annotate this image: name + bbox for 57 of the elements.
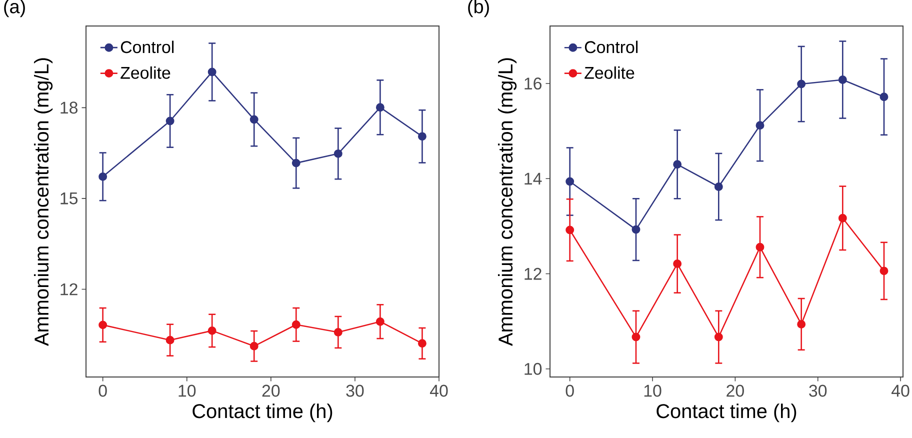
y-tick-label: 14 — [524, 172, 542, 184]
point — [166, 336, 174, 344]
point — [797, 80, 806, 88]
y-axis-title: Ammonium concentration (mg/L) — [498, 58, 517, 346]
point — [98, 172, 108, 181]
point — [98, 320, 108, 330]
y-tick-label: 10 — [524, 362, 542, 375]
point — [838, 75, 847, 84]
legend-label: Zeolite — [120, 66, 170, 79]
point — [418, 339, 426, 348]
point — [292, 158, 300, 168]
point — [292, 320, 300, 329]
legend-label: Control — [120, 40, 174, 54]
x-axis-title: Contact time (h) — [192, 404, 332, 422]
point — [566, 177, 574, 186]
point — [208, 326, 216, 335]
x-tick-label: 0 — [566, 384, 574, 397]
point — [838, 214, 847, 222]
y-tick-label: 12 — [524, 268, 542, 280]
point — [756, 121, 764, 130]
x-tick-label: 30 — [346, 384, 364, 397]
x-tick-label: 10 — [178, 384, 196, 397]
point — [566, 226, 574, 234]
y-tick-label: 15 — [60, 192, 78, 204]
point — [250, 115, 258, 124]
point — [673, 260, 682, 268]
point — [376, 103, 384, 112]
x-tick-label: 10 — [644, 384, 662, 397]
x-axis-title: Contact time (h) — [656, 404, 796, 422]
point — [714, 332, 723, 342]
point — [880, 92, 888, 102]
point — [714, 182, 723, 191]
x-tick-label: 40 — [430, 384, 448, 397]
y-tick-label: 18 — [60, 102, 78, 114]
x-tick-label: 0 — [98, 384, 107, 397]
y-tick-label: 16 — [524, 78, 542, 90]
point — [376, 317, 384, 326]
point — [334, 328, 342, 336]
point — [334, 149, 342, 158]
point — [756, 242, 764, 252]
point — [880, 266, 888, 276]
legend-label: Zeolite — [584, 66, 634, 79]
point — [208, 68, 216, 76]
y-axis-title: Ammonium concentration (mg/L) — [34, 58, 53, 346]
x-tick-label: 20 — [726, 384, 744, 397]
x-tick-label: 40 — [892, 384, 910, 397]
x-tick-label: 30 — [809, 384, 827, 397]
legend-label: Control — [584, 40, 638, 54]
y-tick-label: 12 — [60, 283, 78, 296]
point — [673, 160, 682, 169]
point — [632, 332, 640, 342]
point — [418, 132, 426, 141]
point — [250, 342, 258, 350]
point — [166, 116, 174, 126]
point — [632, 225, 640, 234]
point — [797, 320, 806, 328]
x-tick-label: 20 — [262, 384, 280, 397]
